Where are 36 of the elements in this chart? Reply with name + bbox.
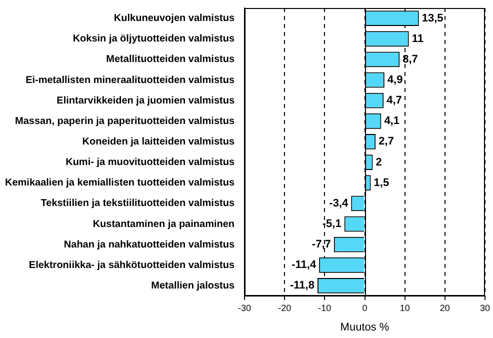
y-tick-label: Kustantaminen ja painaminen: [92, 218, 235, 230]
data-label: 13,5: [422, 12, 444, 24]
x-tick-label: 0: [362, 302, 368, 313]
y-tick-label: Nahan ja nahkatuotteiden valmistus: [64, 239, 235, 250]
data-label: -5,1: [322, 218, 342, 230]
y-tick-label: Elektroniikka- ja sähkötuotteiden valmistus: [28, 260, 235, 271]
x-tick-label: 30: [480, 302, 490, 313]
y-tick-label: Tekstiilien ja tekstiilituotteiden valmistus: [40, 198, 235, 210]
data-label: 4,1: [384, 115, 400, 128]
data-label: 11: [412, 32, 424, 45]
data-label: 4,7: [386, 94, 402, 107]
y-tick-label: Elintarvikkeiden ja juomien valmistus: [56, 95, 235, 106]
y-tick-label: Kulkuneuvojen valmistus: [114, 13, 235, 24]
data-label: 2,7: [378, 136, 394, 148]
x-tick-label: -10: [318, 302, 332, 313]
y-tick-label: Massan, paperin ja paperituotteiden valmistus: [15, 116, 235, 127]
x-tick-label: 10: [400, 302, 410, 313]
data-label: -11,4: [292, 259, 317, 272]
y-tick-label: Metallituotteiden valmistus: [106, 54, 235, 66]
y-tick-label: Kumi- ja muovituotteiden valmistus: [66, 157, 235, 168]
x-tick-label: 20: [440, 302, 450, 313]
data-label: -3,4: [329, 197, 349, 210]
y-tick-label: Kemikaalien ja kemiallisten tuotteiden valmistus: [4, 178, 235, 189]
data-label: -7,7: [312, 238, 331, 251]
data-label: 1,5: [374, 176, 390, 189]
x-tick-label: -20: [278, 302, 292, 313]
x-axis-title: Muutos %: [340, 321, 390, 334]
data-label: 2: [376, 156, 382, 168]
x-tick-label: -30: [238, 302, 252, 313]
y-tick-label: Koksin ja öljytuotteiden valmistus: [72, 34, 235, 45]
data-label: 4,9: [387, 74, 403, 86]
y-tick-label: Ei-metallisten mineraalituotteiden valmistus: [26, 74, 235, 86]
data-label: -11,8: [290, 280, 314, 292]
y-tick-label: Koneiden ja laitteiden valmistus: [82, 136, 235, 148]
data-label: 8,7: [402, 53, 418, 66]
y-tick-label: Metallien jalostus: [151, 280, 235, 292]
